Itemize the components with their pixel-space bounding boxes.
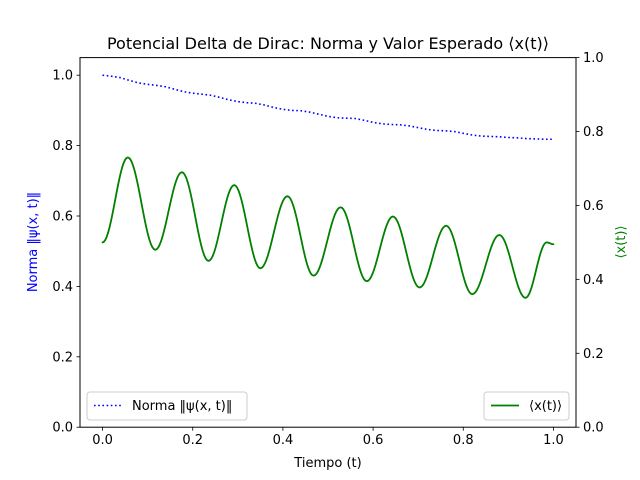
y-right-tick-label: 0.2 (583, 347, 604, 362)
plot-area (79, 57, 577, 428)
y-axis-left: 0.0 0.2 0.4 0.6 0.8 1.0 (52, 69, 80, 436)
legend-left-label: Norma ‖ψ(x, t)‖ (132, 399, 232, 414)
series-line-expected-x (101, 156, 555, 299)
x-tick-label: 0.0 (92, 433, 113, 448)
plot-frame (79, 57, 577, 428)
x-axis-label: Tiempo (t) (293, 456, 361, 471)
y-left-tick-label: 0.4 (52, 280, 73, 295)
y-right-tick-label: 0.4 (583, 273, 604, 288)
y-axis-right: 0.0 0.2 0.4 0.6 0.8 1.0 (576, 51, 604, 436)
y-left-tick-label: 0.8 (52, 139, 73, 154)
y-axis-right-label: ⟨x(t)⟩ (614, 225, 629, 258)
series-layer (101, 74, 555, 299)
legend-right: ⟨x(t)⟩ (483, 391, 570, 421)
legend-right-frame (483, 391, 570, 421)
legend-left: Norma ‖ψ(x, t)‖ (86, 391, 248, 421)
chart-title: Potencial Delta de Dirac: Norma y Valor … (107, 34, 549, 53)
x-tick-label: 0.2 (182, 433, 203, 448)
series-line-norma (102, 74, 554, 141)
y-right-tick-label: 0.6 (583, 199, 604, 214)
y-right-tick-label: 0.8 (583, 125, 604, 140)
x-tick-label: 0.6 (363, 433, 384, 448)
legend-left-frame (86, 391, 248, 421)
x-tick-label: 1.0 (543, 433, 564, 448)
y-left-tick-label: 0.6 (52, 210, 73, 225)
x-tick-label: 0.8 (453, 433, 474, 448)
legend-right-label: ⟨x(t)⟩ (529, 399, 562, 414)
x-axis: 0.0 0.2 0.4 0.6 0.8 1.0 (92, 427, 564, 448)
y-left-tick-label: 1.0 (52, 69, 73, 84)
y-left-tick-label: 0.2 (52, 350, 73, 365)
y-axis-left-label: Norma ‖ψ(x, t)‖ (26, 192, 41, 292)
y-right-tick-label: 0.0 (583, 421, 604, 436)
y-right-tick-label: 1.0 (583, 51, 604, 66)
x-tick-label: 0.4 (273, 433, 294, 448)
y-left-tick-label: 0.0 (52, 421, 73, 436)
